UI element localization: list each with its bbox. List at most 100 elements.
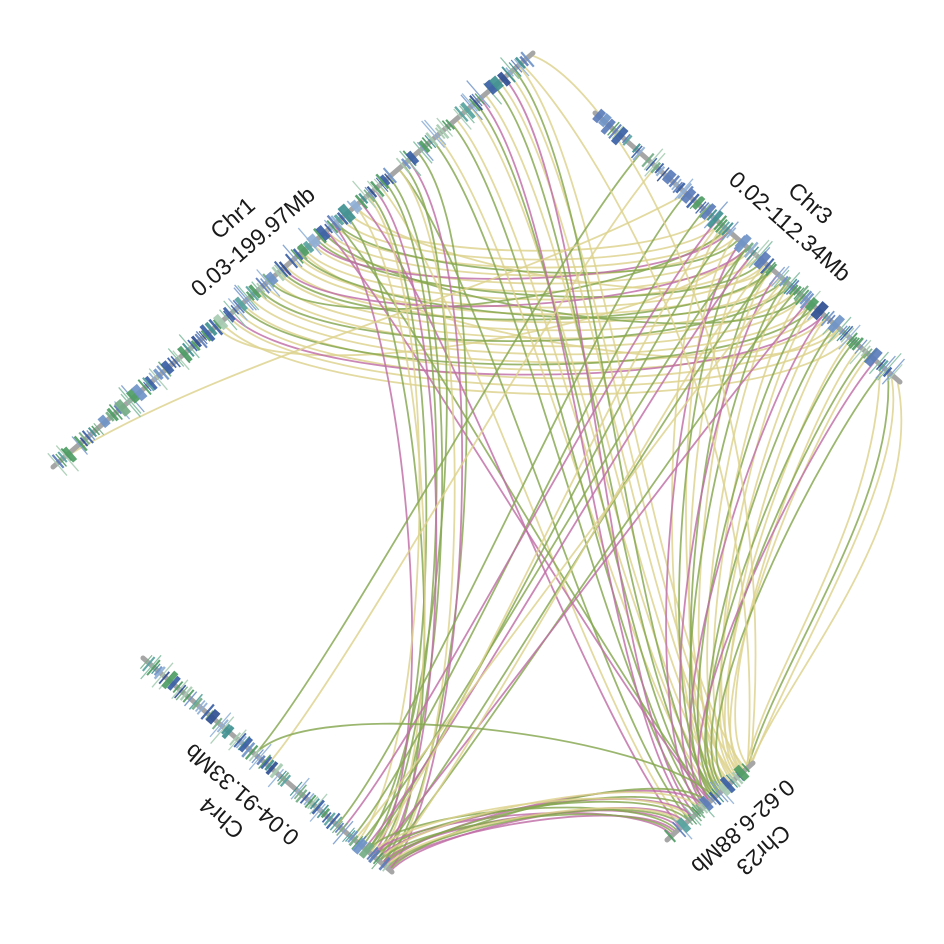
chr3-band-tick <box>846 332 858 346</box>
chr23-band-tick <box>676 817 692 834</box>
synteny-link <box>484 93 732 784</box>
chr4-band-tick <box>260 756 273 770</box>
chr1-band-tick <box>182 342 195 357</box>
chr1-band-tick <box>105 411 115 422</box>
chr3-band-tick <box>864 347 883 367</box>
synteny-link <box>325 230 737 277</box>
chr1-band-tick <box>296 247 308 260</box>
chr3-band-tick <box>783 271 801 291</box>
chr1-band-tick <box>399 150 422 177</box>
chr1-band-tick <box>513 58 530 77</box>
chr1-band-tick <box>375 177 389 193</box>
chr4-band-tick <box>290 777 310 800</box>
chr1-band-tick <box>87 427 98 438</box>
chr1-band-tick <box>108 403 123 421</box>
chr4-band-tick <box>351 837 368 855</box>
chr1-band-tick <box>198 331 208 341</box>
chr3-band-tick <box>698 203 712 219</box>
chr4-band-tick <box>210 716 235 745</box>
chr4-band-tick <box>372 852 384 865</box>
chr4-band-tick <box>336 822 349 837</box>
chr4-band-tick <box>188 693 203 710</box>
chr1-band-tick <box>418 140 431 154</box>
chr1-band-tick <box>237 285 260 311</box>
chr1-band-tick <box>500 57 520 80</box>
chr1-band-tick <box>336 211 349 226</box>
chr4-band-tick <box>228 729 247 751</box>
chr3-band-tick <box>838 324 861 350</box>
chr1-band-tick <box>350 199 363 213</box>
synteny-link <box>369 797 692 855</box>
chr4-band-tick <box>293 784 308 800</box>
synteny-link <box>361 163 448 848</box>
chr1-band-tick <box>284 253 299 269</box>
chr23-band-tick <box>711 788 725 803</box>
chr4-band-tick <box>269 763 284 779</box>
synteny-link <box>503 76 697 816</box>
chr1-band-tick <box>118 386 142 414</box>
chr23-band-tick <box>687 814 698 825</box>
chr1-band-tick <box>354 194 369 210</box>
chr3-band-tick <box>675 182 686 194</box>
chr3-band-tick <box>706 208 718 221</box>
synteny-link <box>529 54 757 767</box>
chr1-band-tick <box>474 93 485 105</box>
chr3-band-tick <box>860 345 871 357</box>
chr1-band-tick <box>384 173 394 185</box>
synteny-link <box>705 324 837 792</box>
chr1-band-tick <box>508 62 522 77</box>
chr1-band-tick <box>187 339 198 352</box>
chr3-band-tick <box>621 133 631 144</box>
chr23-band-tick <box>698 803 709 814</box>
chr3-band-tick <box>794 285 809 302</box>
chr3-band-tick <box>810 301 829 321</box>
chr3-band-tick <box>748 240 773 269</box>
chr4-band-tick <box>235 735 247 749</box>
chr4-band-tick <box>303 792 315 806</box>
chr3-band-tick <box>886 364 903 382</box>
chr3-band-tick <box>598 113 612 128</box>
chr1-band-tick <box>234 284 257 311</box>
chr4-band-tick <box>244 744 259 760</box>
chr1-band-tick <box>190 340 201 352</box>
chr3-band-tick <box>743 241 759 259</box>
chr4-band-tick <box>221 725 235 740</box>
chr4-band-tick <box>344 830 356 843</box>
chr1-band-tick <box>312 227 327 244</box>
synteny-link <box>704 340 856 795</box>
chr3-band-tick <box>713 215 728 231</box>
synteny-link <box>383 262 767 867</box>
chr3-band-tick <box>768 266 786 286</box>
chr3-band-tick <box>792 285 802 296</box>
chr23-ideogram <box>663 760 756 843</box>
chr3-band-tick <box>849 339 872 365</box>
synteny-link <box>356 194 421 843</box>
synteny-link <box>746 370 890 769</box>
chr1-band-tick <box>148 368 168 391</box>
chr1-band-tick <box>435 123 450 140</box>
chr1-band-tick <box>436 117 454 137</box>
chr1-band-tick <box>233 287 254 311</box>
chr4-band-tick <box>351 836 364 850</box>
chr1-band-tick <box>416 141 434 162</box>
chr1-band-tick <box>510 59 523 73</box>
synteny-link <box>386 808 684 869</box>
chr3-band-tick <box>799 292 815 309</box>
chr3-band-tick <box>821 311 830 322</box>
chr1-band-tick <box>379 174 391 186</box>
chr3-band-tick <box>721 221 739 241</box>
chr3-band-tick <box>650 161 662 174</box>
chr3-band-tick <box>641 152 655 168</box>
chr4-band-tick <box>366 846 379 861</box>
chr1-band-tick <box>469 95 484 111</box>
synteny-link <box>299 252 785 319</box>
chr3-band-tick <box>877 353 902 381</box>
chr23-band-tick <box>709 781 729 803</box>
chr3-band-tick <box>668 174 681 188</box>
synteny-link <box>697 359 877 803</box>
synteny-link <box>280 268 773 321</box>
chr3-band-tick <box>632 146 646 161</box>
synteny-link <box>388 787 710 871</box>
chr4-band-tick <box>320 808 331 819</box>
